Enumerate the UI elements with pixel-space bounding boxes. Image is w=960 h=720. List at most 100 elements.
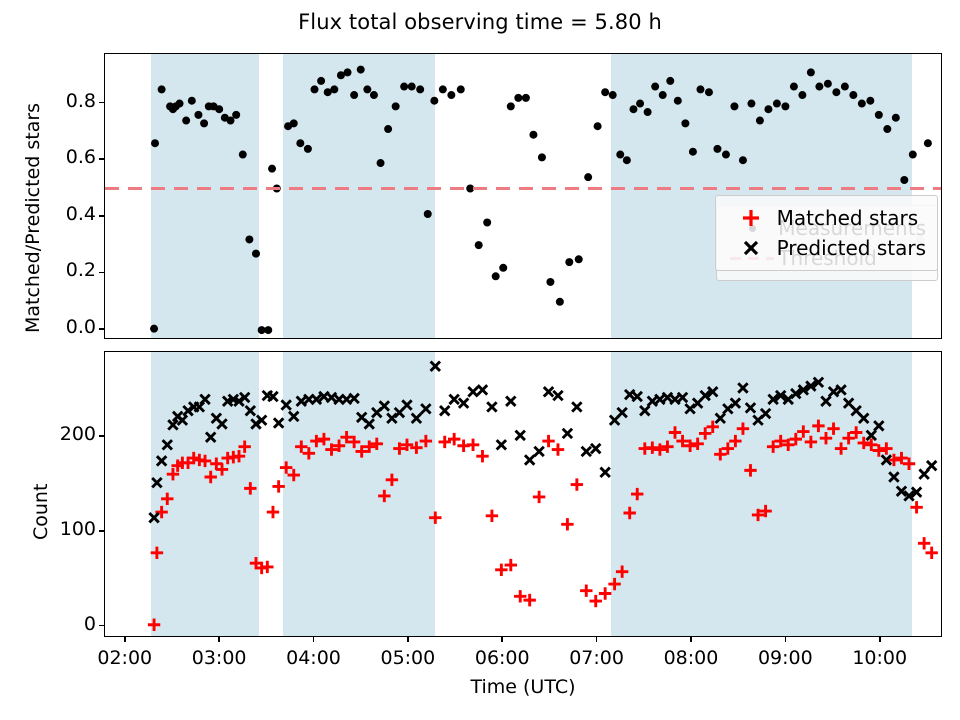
- predicted-star-point: [163, 440, 172, 449]
- bottom-plot-area: [105, 352, 941, 636]
- matched-star-point: [561, 518, 573, 530]
- matched-star-point: [797, 425, 809, 437]
- measurement-point: [194, 111, 202, 119]
- matched-star-point: [880, 442, 892, 454]
- matched-star-point: [580, 584, 592, 596]
- xtick-mark: [596, 637, 598, 642]
- bottom-panel-legend: Matched stars Predicted stars: [715, 195, 938, 271]
- matched-star-point: [386, 474, 398, 486]
- xtick-mark: [690, 637, 692, 642]
- predicted-star-point: [157, 456, 166, 465]
- matched-star-point: [729, 435, 741, 447]
- matched-star-point: [590, 595, 602, 607]
- predicted-star-point: [421, 404, 430, 413]
- predicted-star-point: [168, 420, 177, 429]
- predicted-star-point: [553, 391, 562, 400]
- measurement-point: [400, 83, 408, 91]
- matched-star-point: [371, 438, 383, 450]
- matched-star-point: [737, 423, 749, 435]
- measurement-point: [824, 80, 832, 88]
- predicted-star-point: [349, 394, 358, 403]
- measurement-point: [392, 102, 400, 110]
- ytick-mark: [99, 102, 104, 104]
- predicted-star-point: [534, 447, 543, 456]
- legend-label-predicted-stars: Predicted stars: [777, 236, 926, 260]
- measurement-point: [317, 77, 325, 85]
- predicted-star-point: [478, 385, 487, 394]
- ytick-mark: [99, 625, 104, 627]
- measurement-point: [730, 102, 738, 110]
- predicted-star-point: [617, 408, 626, 417]
- predicted-star-point: [459, 398, 468, 407]
- predicted-star-point: [591, 444, 600, 453]
- measurement-point: [227, 117, 235, 125]
- predicted-star-point: [927, 461, 936, 470]
- ytick-mark: [99, 272, 104, 274]
- measurement-point: [538, 153, 546, 161]
- matched-star-point: [646, 441, 658, 453]
- ytick-label: 0.8: [66, 90, 96, 112]
- predicted-star-point: [380, 401, 389, 410]
- matched-stars-scatter: [148, 420, 938, 631]
- matched-star-point: [267, 506, 279, 518]
- matched-star-point: [608, 578, 620, 590]
- predicted-star-point: [670, 395, 679, 404]
- measurement-point: [832, 88, 840, 96]
- matched-star-point: [654, 443, 666, 455]
- matched-star-point: [378, 490, 390, 502]
- measurement-point: [475, 241, 483, 249]
- matched-star-point: [439, 436, 451, 448]
- measurement-point: [601, 88, 609, 96]
- legend-label-matched-stars: Matched stars: [777, 206, 919, 230]
- measurement-point: [798, 91, 806, 99]
- measurement-point: [182, 117, 190, 125]
- measurement-point: [514, 94, 522, 102]
- measurement-point: [176, 100, 184, 108]
- ytick-label: 0: [84, 613, 96, 635]
- ytick-label: 100: [60, 518, 96, 540]
- measurement-point: [616, 151, 624, 159]
- predicted-star-point: [633, 392, 642, 401]
- xtick-label: 05:00: [380, 647, 435, 669]
- measurement-point: [651, 83, 659, 91]
- xtick-label: 08:00: [664, 647, 719, 669]
- measurement-point: [483, 218, 491, 226]
- matched-star-point: [631, 488, 643, 500]
- figure-canvas: Flux total observing time = 5.80 h 0.00.…: [0, 0, 960, 720]
- predicted-star-point: [327, 393, 336, 402]
- predicted-star-point: [582, 447, 591, 456]
- measurement-point: [430, 97, 438, 105]
- xtick-mark: [313, 637, 315, 642]
- predicted-stars-marker-icon: [725, 237, 777, 259]
- chart-title: Flux total observing time = 5.80 h: [0, 10, 960, 34]
- ytick-label: 200: [60, 423, 96, 445]
- measurement-point: [756, 117, 764, 125]
- matched-star-point: [272, 480, 284, 492]
- xtick-label: 02:00: [97, 647, 152, 669]
- predicted-star-point: [874, 421, 883, 430]
- predicted-star-point: [506, 397, 515, 406]
- matched-star-point: [288, 469, 300, 481]
- measurement-point: [713, 145, 721, 153]
- predicted-star-point: [178, 415, 187, 424]
- measurement-point: [629, 105, 637, 113]
- matched-star-point: [204, 471, 216, 483]
- predicted-star-point: [440, 406, 449, 415]
- measurement-point: [594, 122, 602, 130]
- predicted-star-point: [829, 387, 838, 396]
- predicted-star-point: [836, 385, 845, 394]
- predicted-star-point: [738, 383, 747, 392]
- matched-star-point: [616, 566, 628, 578]
- measurement-point: [849, 91, 857, 99]
- top-panel-ylabel: Matched/Predicted stars: [22, 103, 44, 333]
- measurement-point: [644, 108, 652, 116]
- predicted-star-point: [761, 409, 770, 418]
- matched-star-point: [448, 433, 460, 445]
- predicted-star-point: [859, 414, 868, 423]
- measurement-point: [636, 100, 644, 108]
- measurement-point: [150, 325, 158, 333]
- matched-star-point: [805, 436, 817, 448]
- ytick-mark: [99, 158, 104, 160]
- xtick-label: 03:00: [192, 647, 247, 669]
- measurement-point: [674, 97, 682, 105]
